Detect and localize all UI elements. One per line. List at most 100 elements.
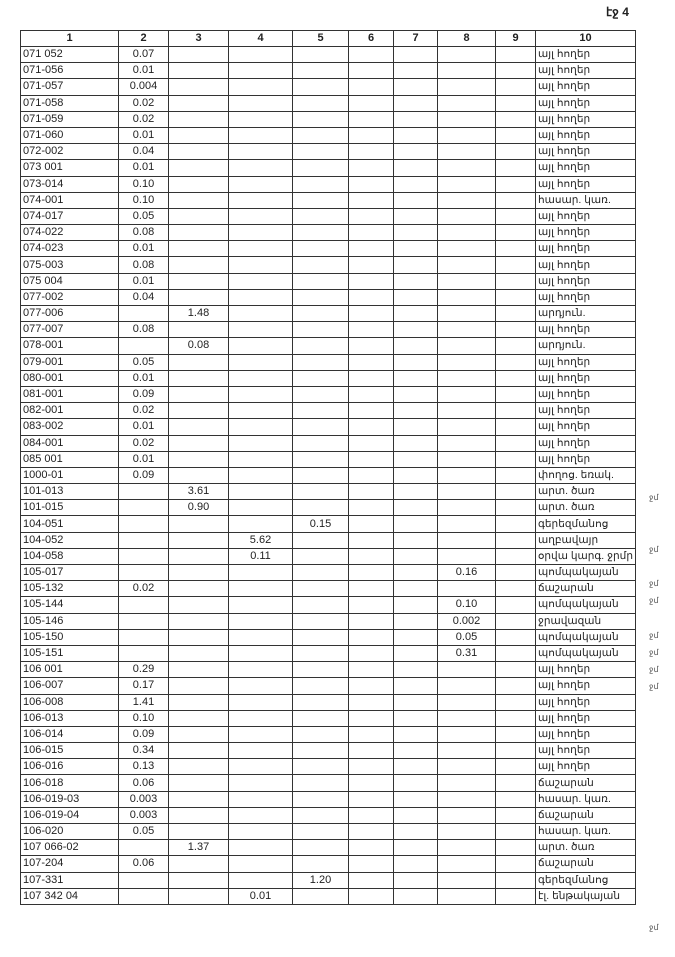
- land-use: ճաշարան: [535, 580, 636, 598]
- area-cell-col-5: [292, 288, 349, 307]
- area-cell-col-2: 0.07: [118, 45, 169, 64]
- area-cell-col-9: [495, 596, 536, 614]
- table-row: 083-002 0.01 այլ հողեր: [20, 418, 636, 436]
- area-cell-col-9: [495, 822, 536, 841]
- area-cell-col-3: 0.08: [168, 337, 229, 355]
- column-header-2: 2: [118, 30, 169, 47]
- area-cell-col-2: 0.02: [118, 402, 169, 420]
- land-use: այլ հողեր: [535, 385, 636, 404]
- area-cell-col-4: [228, 272, 293, 290]
- area-cell-col-6: [348, 758, 394, 776]
- area-cell-col-7: [393, 693, 438, 711]
- parcel-code: 080-001: [20, 369, 119, 387]
- area-cell-col-3: [168, 790, 229, 808]
- table-row: 071 052 0.07 այլ հողեր: [20, 45, 636, 64]
- area-cell-col-4: [228, 661, 293, 679]
- area-cell-col-7: [393, 94, 438, 112]
- area-cell-col-5: [292, 126, 349, 145]
- area-cell-col-5: [292, 887, 349, 905]
- table-row: 082-001 0.02 այլ հողեր: [20, 402, 636, 420]
- parcel-code: 085 001: [20, 450, 119, 468]
- table-row: 079-001 0.05 այլ հողեր: [20, 353, 636, 371]
- parcel-code: 071-059: [20, 110, 119, 128]
- area-cell-col-6: [348, 628, 394, 646]
- area-cell-col-7: [393, 402, 438, 420]
- area-cell-col-5: [292, 725, 349, 744]
- area-cell-col-3: [168, 224, 229, 242]
- area-cell-col-4: [228, 742, 293, 760]
- area-cell-col-2: 0.003: [118, 790, 169, 808]
- area-cell-col-2: [118, 644, 169, 663]
- parcel-code: 071 052: [20, 45, 119, 64]
- area-cell-col-7: [393, 434, 438, 452]
- area-cell-col-6: [348, 256, 394, 274]
- area-cell-col-7: [393, 272, 438, 290]
- land-use: արդյուն.: [535, 337, 636, 355]
- area-cell-col-3: [168, 774, 229, 792]
- table-row: 106-008 1.41 այլ հողեր: [20, 693, 636, 711]
- area-cell-col-8: [437, 483, 496, 501]
- area-cell-col-6: [348, 175, 394, 193]
- area-cell-col-8: [437, 159, 496, 177]
- area-cell-col-5: [292, 466, 349, 485]
- area-cell-col-8: [437, 321, 496, 339]
- area-cell-col-3: [168, 693, 229, 711]
- area-cell-col-4: [228, 839, 293, 857]
- table-row: 071-059 0.02 այլ հողեր: [20, 110, 636, 128]
- area-cell-col-8: 0.002: [437, 612, 496, 630]
- area-cell-col-9: [495, 547, 536, 566]
- table-row: 106-007 0.17 այլ հողեր: [20, 677, 636, 695]
- parcel-code: 106-014: [20, 725, 119, 744]
- table-row: 101-013 3.61 արտ. ծառ: [20, 483, 636, 501]
- area-cell-col-7: [393, 110, 438, 128]
- area-cell-col-2: 0.01: [118, 62, 169, 80]
- table-row: 107 342 04 0.01 էլ. ենթակայան: [20, 887, 636, 905]
- area-cell-col-2: 0.05: [118, 822, 169, 841]
- area-cell-col-4: [228, 774, 293, 792]
- area-cell-col-8: [437, 385, 496, 404]
- area-cell-col-9: [495, 709, 536, 727]
- area-cell-col-6: [348, 855, 394, 873]
- area-cell-col-4: [228, 822, 293, 841]
- area-cell-col-5: [292, 563, 349, 582]
- area-cell-col-5: [292, 790, 349, 808]
- parcel-code: 082-001: [20, 402, 119, 420]
- table-row: 105-017 0.16 պոմպակայան: [20, 563, 636, 582]
- area-cell-col-8: [437, 661, 496, 679]
- area-cell-col-6: [348, 62, 394, 80]
- area-cell-col-9: [495, 742, 536, 760]
- area-cell-col-2: 0.02: [118, 110, 169, 128]
- area-cell-col-9: [495, 612, 536, 630]
- area-cell-col-2: 0.09: [118, 385, 169, 404]
- area-cell-col-9: [495, 531, 536, 549]
- area-cell-col-8: [437, 304, 496, 323]
- area-cell-col-3: [168, 709, 229, 727]
- area-cell-col-3: [168, 402, 229, 420]
- land-use: այլ հողեր: [535, 240, 636, 258]
- column-header-8: 8: [437, 30, 496, 47]
- land-use: այլ հողեր: [535, 224, 636, 242]
- area-cell-col-4: [228, 337, 293, 355]
- area-cell-col-5: [292, 822, 349, 841]
- table-row: 105-150 0.05 պոմպակայան: [20, 628, 636, 646]
- area-cell-col-8: 0.31: [437, 644, 496, 663]
- margin-mark: ջմ: [649, 922, 659, 932]
- land-use: այլ հողեր: [535, 661, 636, 679]
- land-use: այլ հողեր: [535, 693, 636, 711]
- area-cell-col-7: [393, 596, 438, 614]
- area-cell-col-9: [495, 45, 536, 64]
- area-cell-col-5: 0.15: [292, 515, 349, 533]
- area-cell-col-8: [437, 822, 496, 841]
- area-cell-col-5: [292, 644, 349, 663]
- area-cell-col-6: [348, 45, 394, 64]
- area-cell-col-2: 0.08: [118, 321, 169, 339]
- table-row: 077-007 0.08 այլ հողեր: [20, 321, 636, 339]
- area-cell-col-2: 0.29: [118, 661, 169, 679]
- area-cell-col-9: [495, 94, 536, 112]
- area-cell-col-4: [228, 628, 293, 646]
- area-cell-col-2: 0.10: [118, 191, 169, 209]
- area-cell-col-8: [437, 580, 496, 598]
- area-cell-col-8: [437, 677, 496, 695]
- area-cell-col-3: [168, 272, 229, 290]
- area-cell-col-5: [292, 385, 349, 404]
